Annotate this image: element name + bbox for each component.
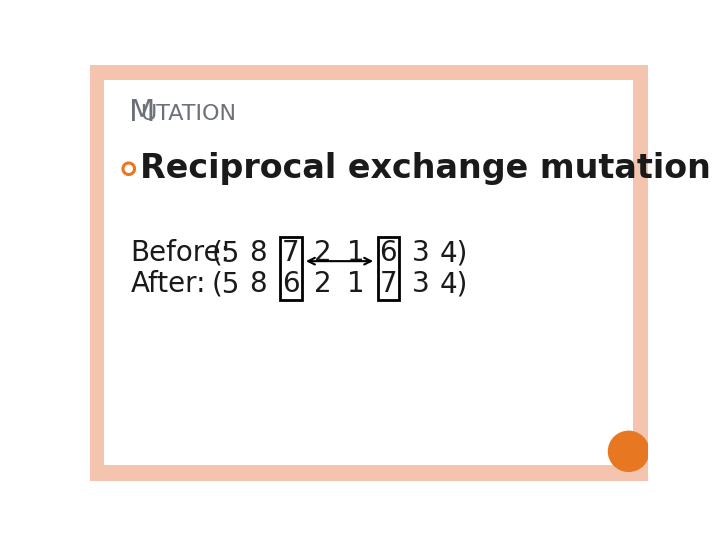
Text: 4): 4) — [439, 270, 468, 298]
Text: Reciprocal exchange mutation: Reciprocal exchange mutation — [140, 152, 711, 185]
Text: 2: 2 — [315, 239, 332, 267]
Text: 7: 7 — [282, 239, 300, 267]
Text: 1: 1 — [347, 239, 364, 267]
Text: 3: 3 — [412, 270, 430, 298]
Text: 6: 6 — [282, 270, 300, 298]
Text: (5: (5 — [212, 239, 240, 267]
Bar — [632, 65, 648, 481]
Bar — [90, 65, 648, 80]
Text: UTATION: UTATION — [140, 104, 236, 124]
Text: Before:: Before: — [130, 239, 230, 267]
Text: 8: 8 — [249, 270, 267, 298]
Text: After:: After: — [130, 270, 206, 298]
Text: M: M — [129, 98, 155, 127]
Circle shape — [608, 431, 649, 471]
Bar — [90, 465, 648, 481]
Text: 7: 7 — [379, 270, 397, 298]
Text: 2: 2 — [315, 270, 332, 298]
Text: 1: 1 — [347, 270, 364, 298]
Text: 3: 3 — [412, 239, 430, 267]
Bar — [90, 65, 104, 481]
Text: 6: 6 — [379, 239, 397, 267]
Text: (5: (5 — [212, 270, 240, 298]
Text: 8: 8 — [249, 239, 267, 267]
Bar — [280, 237, 302, 300]
Text: 4): 4) — [439, 239, 468, 267]
Bar — [377, 237, 399, 300]
